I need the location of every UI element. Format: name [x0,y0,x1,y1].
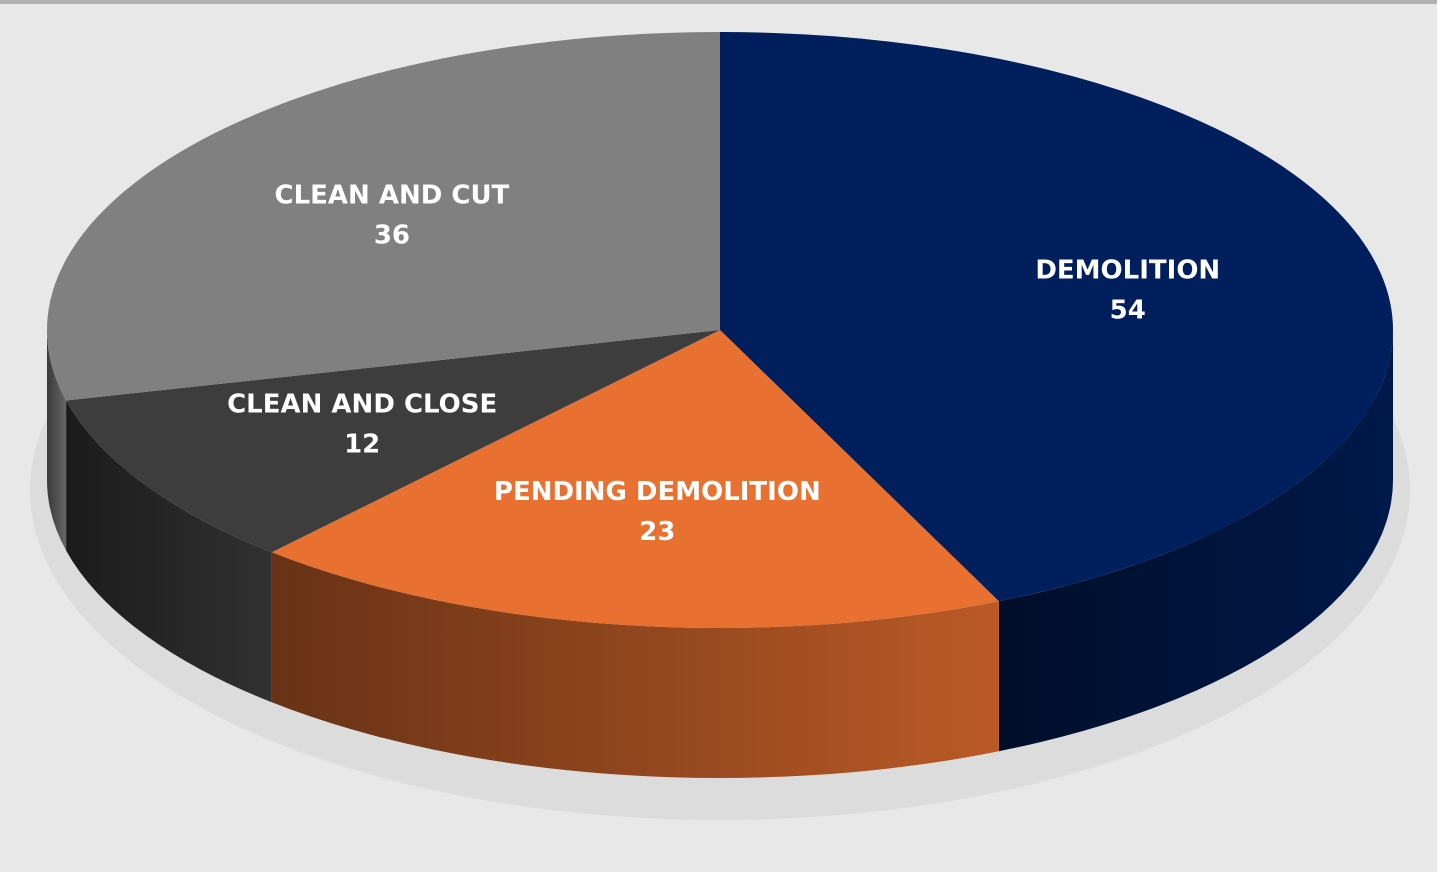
slice-label: PENDING DEMOLITION [494,477,821,507]
slice-label: CLEAN AND CUT [275,180,510,210]
slice-side [998,330,1393,752]
slice [46,32,720,401]
slice-side [271,552,999,778]
right-border [1437,0,1447,872]
value-label: 23 [639,517,675,547]
slice-side [66,400,272,703]
slice [720,32,1394,602]
top-border [0,0,1447,4]
slice-label: DEMOLITION [1035,255,1220,285]
value-label: 36 [374,220,410,250]
value-label: 54 [1110,295,1146,325]
slice-label: CLEAN AND CLOSE [227,390,497,420]
slice-side [47,330,67,551]
slice [66,330,720,553]
slice [271,330,999,628]
value-label: 12 [344,430,380,460]
